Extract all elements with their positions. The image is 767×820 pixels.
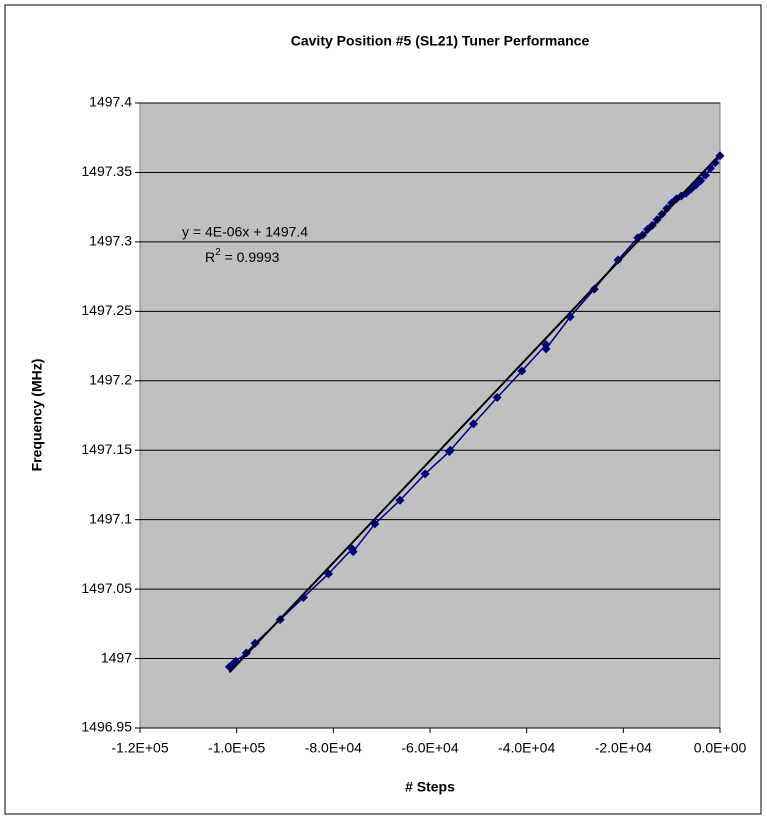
y-tick-label: 1497.1: [89, 510, 132, 526]
y-tick-label: 1497.4: [89, 94, 132, 110]
y-tick-label: 1497.25: [81, 302, 132, 318]
data-point: [298, 592, 308, 602]
data-point: [469, 419, 478, 429]
y-tick-label: 1497.05: [81, 580, 132, 596]
data-point: [395, 495, 405, 505]
x-axis-label: # Steps: [405, 779, 455, 795]
plot-area: [139, 102, 721, 729]
y-tick-label: 1497.35: [81, 163, 132, 179]
r-sup: 2: [215, 247, 221, 258]
x-tick-label: -2.0E+04: [595, 740, 652, 756]
y-tick-label: 1496.95: [81, 719, 132, 735]
x-tick-label: 0.0E+00: [694, 740, 747, 756]
data-point: [250, 638, 260, 648]
y-tick-label: 1497.15: [81, 441, 132, 457]
data-point: [241, 648, 251, 658]
data-point: [517, 366, 527, 376]
data-point: [445, 445, 455, 455]
x-tick-label: -8.0E+04: [305, 740, 362, 756]
x-tick-label: -1.2E+05: [111, 740, 168, 756]
y-tick-label: 1497.2: [89, 371, 132, 387]
trendline-equation: y = 4E-06x + 1497.4: [182, 224, 308, 240]
data-point: [420, 469, 430, 479]
data-point: [492, 392, 502, 402]
r-label: R: [205, 249, 215, 265]
data-point: [589, 284, 599, 294]
chart-title: Cavity Position #5 (SL21) Tuner Performa…: [291, 33, 590, 49]
r-value: = 0.9993: [221, 249, 280, 265]
r-squared: R2 = 0.9993: [205, 247, 280, 265]
trendline: [228, 153, 721, 674]
x-tick-label: -1.0E+05: [208, 740, 265, 756]
y-axis-label: Frequency (MHz): [29, 359, 45, 472]
y-tick-label: 1497.3: [89, 233, 132, 249]
data-point: [348, 547, 358, 557]
data-point: [541, 344, 551, 354]
x-tick-label: -4.0E+04: [498, 740, 555, 756]
x-tick-label: -6.0E+04: [401, 740, 458, 756]
y-tick-label: 1497: [101, 649, 132, 665]
data-point: [613, 255, 623, 265]
data-point: [662, 204, 672, 214]
